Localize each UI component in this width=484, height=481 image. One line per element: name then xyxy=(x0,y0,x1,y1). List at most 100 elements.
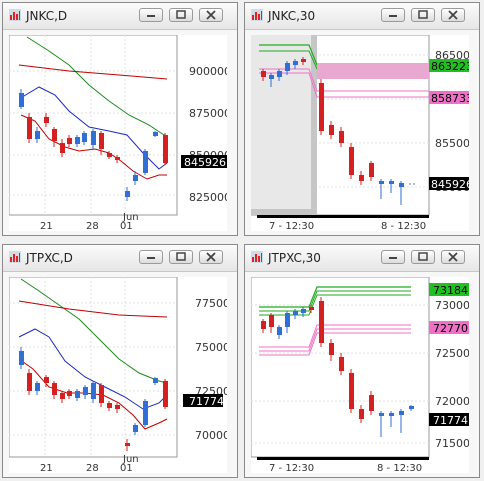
chart-window-icon xyxy=(9,251,21,263)
minimize-icon xyxy=(147,15,155,17)
window-title: JTPXC,30 xyxy=(268,251,321,265)
last-price-badge xyxy=(181,155,227,168)
y-tick: 73000 xyxy=(435,299,469,312)
maximize-button[interactable] xyxy=(411,8,435,22)
level-band xyxy=(317,63,429,79)
last-price-label: 71774 xyxy=(433,414,468,427)
level-high-label: 73184 xyxy=(433,284,468,297)
minimize-icon xyxy=(389,257,397,259)
last-price-label: 71774 xyxy=(189,395,224,408)
chart-svg: 73000 72500 72000 71500 73184 72770 7177… xyxy=(250,276,470,474)
last-price-badge xyxy=(429,177,469,190)
chart-window-jtpxc-30min[interactable]: JTPXC,30 xyxy=(244,244,480,478)
x-tick: 01 xyxy=(120,221,133,231)
session-bar xyxy=(257,215,429,218)
maximize-button[interactable] xyxy=(169,8,193,22)
y-tick: 72500 xyxy=(435,347,469,360)
title-bar[interactable]: JTPXC,D xyxy=(3,245,237,272)
level-mid-label: 72770 xyxy=(433,322,468,335)
last-price-label: 845926 xyxy=(184,156,226,169)
window-title: JNKC,D xyxy=(26,9,68,23)
chart-window-icon xyxy=(251,251,263,263)
y-tick: 77500 xyxy=(195,297,227,310)
maximize-icon xyxy=(418,10,428,19)
level-pink-line xyxy=(259,68,429,92)
level-green-line xyxy=(259,286,411,308)
chart-svg: 900000 875000 850000 825000 845926 21 28… xyxy=(8,34,231,232)
x-tick: 21 xyxy=(40,463,53,473)
window-title: JTPXC,D xyxy=(26,251,73,265)
y-tick: 855000 xyxy=(435,137,469,150)
x-tick: 7 - 12:30 xyxy=(269,463,314,473)
minimize-icon xyxy=(147,257,155,259)
x-tick: 8 - 12:30 xyxy=(377,463,422,473)
chart-svg: 77500 75000 72500 70000 71774 21 28 01 J… xyxy=(8,276,230,474)
y-tick: 875000 xyxy=(189,107,227,120)
ma-red-short-line xyxy=(20,114,167,180)
chart-window-jtpxc-daily[interactable]: JTPXC,D xyxy=(2,244,238,478)
chart-area[interactable]: 77500 75000 72500 70000 71774 21 28 01 J… xyxy=(8,276,230,474)
y-tick: 75000 xyxy=(195,341,227,354)
chart-window-icon xyxy=(9,9,21,21)
chart-window-jnkc-30min[interactable]: JNKC,30 xyxy=(244,2,480,236)
last-price-label: 845926 xyxy=(431,178,469,191)
maximize-button[interactable] xyxy=(169,250,193,264)
close-icon xyxy=(206,10,216,20)
level-mid-label: 858733 xyxy=(431,92,469,105)
ma-red-line xyxy=(18,64,168,80)
ma-blue-line xyxy=(18,86,168,170)
y-tick: 900000 xyxy=(189,65,227,78)
ma-blue-line xyxy=(18,328,168,410)
minimize-button[interactable] xyxy=(139,8,163,22)
level-high-label: 863223 xyxy=(431,60,469,73)
title-bar[interactable]: JTPXC,30 xyxy=(245,245,479,272)
y-tick: 825000 xyxy=(189,191,227,204)
x-sub-label: Jun xyxy=(122,212,139,223)
level-pink-line xyxy=(259,324,411,348)
candles xyxy=(261,57,417,205)
window-title: JNKC,30 xyxy=(268,9,316,23)
y-tick: 72000 xyxy=(435,395,469,408)
close-button[interactable] xyxy=(441,250,465,264)
close-icon xyxy=(448,252,458,262)
x-tick: 28 xyxy=(86,221,99,231)
level-mid-badge xyxy=(429,91,469,104)
maximize-icon xyxy=(418,252,428,261)
session-divider xyxy=(311,35,317,215)
maximize-button[interactable] xyxy=(411,250,435,264)
ma-green-line xyxy=(20,278,168,384)
close-button[interactable] xyxy=(441,8,465,22)
last-price-badge xyxy=(429,413,469,426)
chart-window-jnkc-daily[interactable]: JNKC,D xyxy=(2,2,238,236)
x-tick: 21 xyxy=(40,221,53,231)
maximize-icon xyxy=(176,252,186,261)
x-tick: 01 xyxy=(120,463,133,473)
close-button[interactable] xyxy=(199,8,223,22)
close-icon xyxy=(206,252,216,262)
maximize-icon xyxy=(176,10,186,19)
chart-area[interactable]: 73000 72500 72000 71500 73184 72770 7177… xyxy=(250,276,470,474)
y-tick: 70000 xyxy=(195,429,227,442)
x-tick: 28 xyxy=(86,463,99,473)
close-button[interactable] xyxy=(199,250,223,264)
candles xyxy=(19,89,168,201)
minimize-button[interactable] xyxy=(381,8,405,22)
title-bar[interactable]: JNKC,D xyxy=(3,3,237,30)
last-price-badge xyxy=(183,394,223,407)
x-tick: 8 - 12:30 xyxy=(381,221,426,231)
candles xyxy=(19,347,168,451)
chart-area[interactable]: 900000 875000 850000 825000 845926 21 28… xyxy=(8,34,231,232)
minimize-button[interactable] xyxy=(381,250,405,264)
minimize-button[interactable] xyxy=(139,250,163,264)
session-bar xyxy=(257,457,429,460)
chart-svg: 865000 860000 855000 850000 863223 85873… xyxy=(250,34,477,232)
minimize-icon xyxy=(389,15,397,17)
title-bar[interactable]: JNKC,30 xyxy=(245,3,479,30)
ma-red-line xyxy=(18,300,168,318)
x-sub-label: Jun xyxy=(122,454,139,465)
ma-green-line xyxy=(26,36,168,138)
chart-area[interactable]: 865000 860000 855000 850000 863223 85873… xyxy=(250,34,477,232)
level-high-badge xyxy=(429,283,469,296)
level-mid-badge xyxy=(429,321,469,334)
y-tick: 865000 xyxy=(435,49,469,62)
